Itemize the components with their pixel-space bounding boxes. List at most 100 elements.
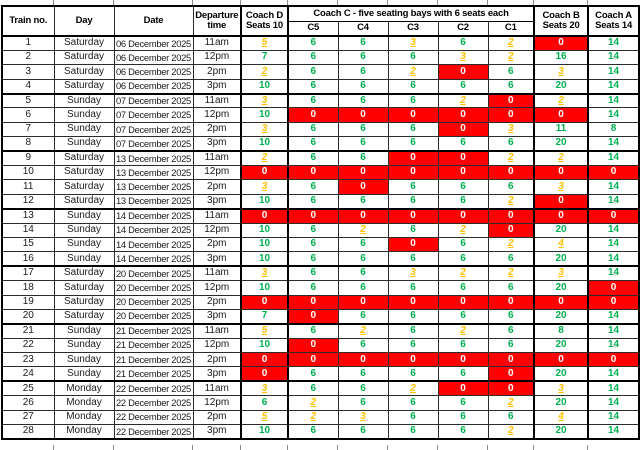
date-cell: 14 December 2025	[113, 208, 194, 224]
bay-c4-cell: 0	[337, 165, 389, 181]
time-cell: 12pm	[192, 49, 242, 66]
bay-c2-cell: 6	[437, 78, 489, 95]
bay-c4-cell: 0	[337, 179, 389, 195]
train-no-cell: 27	[1, 409, 55, 426]
table-row: 15 Sunday 14 December 2025 2pm 10 6 6 0 6 2 4 14	[1, 236, 640, 253]
coach-b-cell: 3	[533, 265, 589, 282]
coach-b-cell: 20	[533, 251, 589, 268]
bay-c1-cell: 6	[487, 337, 535, 354]
time-cell: 3pm	[192, 308, 242, 325]
coach-d-cell: 0	[240, 165, 289, 181]
coach-a-cell: 8	[587, 121, 640, 138]
day-cell: Monday	[53, 395, 115, 411]
col-header-coach-a: Coach A Seats 14	[587, 5, 640, 37]
gridline-stub	[387, 0, 388, 5]
col-header-day: Day	[53, 5, 115, 37]
date-cell: 07 December 2025	[113, 136, 194, 153]
coach-d-cell: 10	[240, 424, 289, 440]
col-header-departure-time: Departure time	[192, 5, 242, 37]
bay-c3-cell: 6	[387, 366, 439, 383]
coach-a-cell: 14	[587, 64, 640, 80]
coach-a-cell: 14	[587, 380, 640, 397]
time-cell: 12pm	[192, 165, 242, 181]
coach-a-cell: 14	[587, 424, 640, 440]
table-row: 6 Sunday 07 December 2025 12pm 10 0 0 0 0 0 0 14	[1, 107, 640, 123]
coach-d-cell: 10	[240, 337, 289, 354]
bay-c5-cell: 6	[287, 366, 339, 383]
coach-d-cell: 3	[240, 121, 289, 138]
coach-b-cell: 20	[533, 280, 589, 296]
table-row: 28 Monday 22 December 2025 3pm 10 6 6 6 6 2 20 14	[1, 424, 640, 440]
coach-a-cell: 14	[587, 265, 640, 282]
coach-b-cell: 20	[533, 424, 589, 440]
table-row: 5 Sunday 07 December 2025 11am 3 6 6 6 2 0 2 14	[1, 93, 640, 109]
bay-c5-cell: 0	[287, 107, 339, 123]
train-no-cell: 8	[1, 136, 55, 153]
date-cell: 22 December 2025	[113, 409, 194, 426]
coach-d-cell: 6	[240, 395, 289, 411]
time-cell: 11am	[192, 380, 242, 397]
day-cell: Saturday	[53, 179, 115, 195]
col-header-date: Date	[113, 5, 194, 37]
gridline-stub	[53, 0, 54, 5]
day-cell: Saturday	[53, 34, 115, 51]
bay-c1-cell: 0	[487, 380, 535, 397]
bay-c4-cell: 6	[337, 236, 389, 253]
bay-c2-cell: 6	[437, 251, 489, 268]
bay-c1-cell: 6	[487, 409, 535, 426]
bay-c5-cell: 0	[287, 165, 339, 181]
coach-b-cell: 0	[533, 34, 589, 51]
bay-c4-cell: 6	[337, 251, 389, 268]
bay-c3-cell: 6	[387, 179, 439, 195]
bay-c1-cell: 2	[487, 236, 535, 253]
bay-c3-cell: 0	[387, 107, 439, 123]
table-row: 12 Saturday 13 December 2025 3pm 10 6 6 6 6 2 0 14	[1, 193, 640, 210]
coach-a-cell: 0	[587, 352, 640, 368]
day-cell: Saturday	[53, 308, 115, 325]
train-no-cell: 25	[1, 380, 55, 397]
bay-c1-cell: 2	[487, 49, 535, 66]
coach-a-cell: 14	[587, 337, 640, 354]
gridline-stub	[487, 445, 488, 450]
gridline-stub	[287, 445, 288, 450]
table-row: 3 Saturday 06 December 2025 2pm 2 6 6 2 0 6 3 14	[1, 64, 640, 80]
bay-c2-cell: 6	[437, 395, 489, 411]
coach-b-cell: 20	[533, 337, 589, 354]
bay-c1-cell: 0	[487, 107, 535, 123]
gridline-stub	[287, 0, 288, 5]
train-no-cell: 17	[1, 265, 55, 282]
day-cell: Sunday	[53, 366, 115, 383]
gridline-stub	[437, 0, 438, 5]
coach-b-cell: 2	[533, 93, 589, 109]
date-cell: 13 December 2025	[113, 150, 194, 167]
bay-c1-cell: 0	[487, 93, 535, 109]
coach-d-cell: 0	[240, 352, 289, 368]
table-row: 2 Saturday 06 December 2025 12pm 7 6 6 6 3 2 16 14	[1, 49, 640, 66]
coach-d-cell: 3	[240, 179, 289, 195]
table-row: 1 Saturday 06 December 2025 11am 5 6 6 3 6 2 0 14	[1, 34, 640, 51]
day-cell: Saturday	[53, 294, 115, 310]
time-cell: 12pm	[192, 222, 242, 238]
bay-c1-cell: 2	[487, 265, 535, 282]
coach-d-cell: 10	[240, 136, 289, 153]
bay-c4-cell: 6	[337, 34, 389, 51]
bay-c2-cell: 6	[437, 34, 489, 51]
train-no-cell: 9	[1, 150, 55, 167]
coach-d-cell: 10	[240, 236, 289, 253]
bay-c5-cell: 6	[287, 179, 339, 195]
table-row: 19 Saturday 20 December 2025 2pm 0 0 0 0 0 0 0 0	[1, 294, 640, 310]
coach-b-cell: 20	[533, 136, 589, 153]
bay-c3-cell: 6	[387, 78, 439, 95]
day-cell: Sunday	[53, 323, 115, 339]
time-cell: 3pm	[192, 424, 242, 440]
gridline-stub	[437, 445, 438, 450]
col-header-bay-c1: C1	[487, 20, 536, 37]
bay-c4-cell: 6	[337, 380, 389, 397]
train-no-cell: 19	[1, 294, 55, 310]
bay-c2-cell: 6	[437, 308, 489, 325]
day-cell: Sunday	[53, 352, 115, 368]
table-header: Train no. Day Date Departure time Coach …	[1, 5, 640, 37]
table-row: 21 Sunday 21 December 2025 11am 5 6 2 6 2 6 8 14	[1, 323, 640, 339]
coach-b-cell: 2	[533, 150, 589, 167]
bay-c2-cell: 2	[437, 93, 489, 109]
